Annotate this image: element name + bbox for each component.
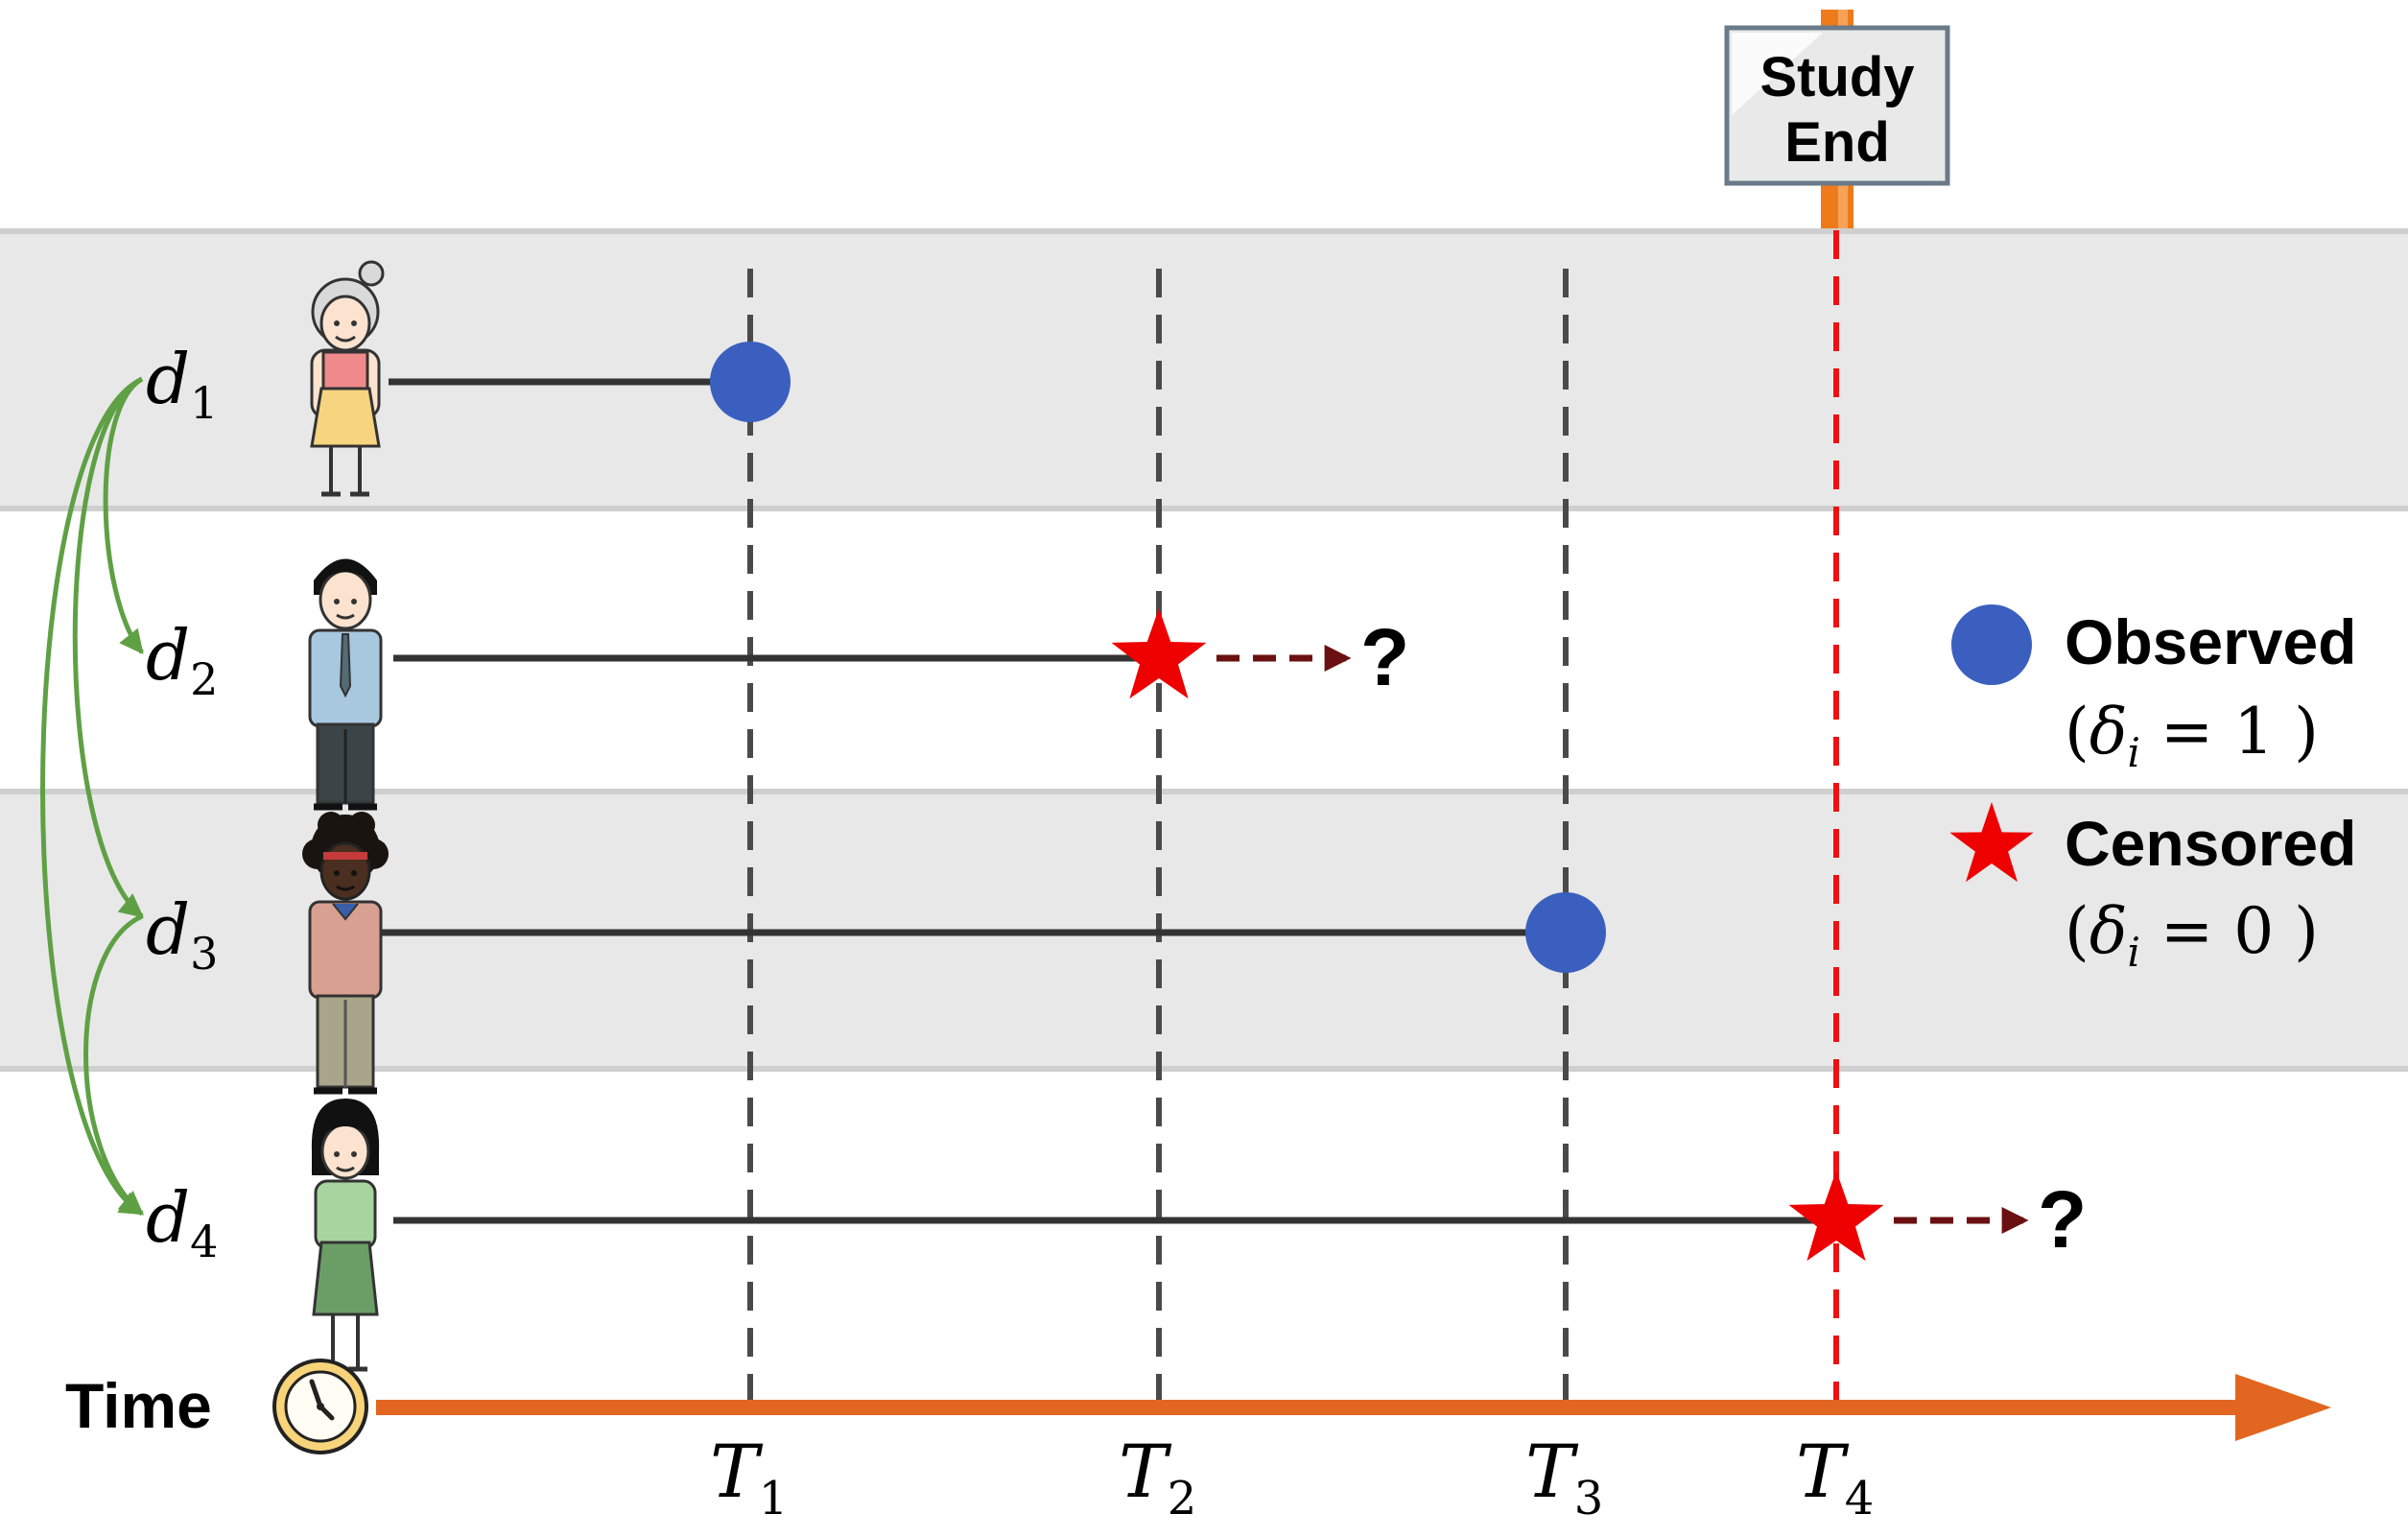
similarity-arrow-d1-d4 xyxy=(40,376,145,1217)
time-labels: T1 T2 T3 T4 xyxy=(710,1429,1874,1525)
subject-label: d4 xyxy=(146,1177,218,1267)
time-axis-label: Time xyxy=(65,1370,212,1441)
time-point-label: T2 xyxy=(1119,1429,1196,1525)
person-icon xyxy=(308,558,383,811)
similarity-arrows xyxy=(40,376,145,1217)
time-axis: Time xyxy=(65,1359,2331,1454)
legend-censored-marker xyxy=(1949,802,2034,883)
study-end-line2: End xyxy=(1784,111,1890,174)
subject-label: d1 xyxy=(146,339,218,429)
similarity-arrow-d1-d3 xyxy=(72,376,144,918)
legend-observed-marker xyxy=(1951,604,2032,685)
similarity-arrow-d3-d4 xyxy=(83,913,144,1216)
clock-icon xyxy=(272,1359,368,1454)
person-icon xyxy=(311,1099,380,1372)
legend-observed-label: Observed xyxy=(2065,606,2356,677)
censored-event-marker xyxy=(1788,1170,1884,1262)
study-end-sign: Study End xyxy=(1724,10,1950,228)
person-icon xyxy=(310,260,385,497)
row-band-1 xyxy=(0,230,2408,508)
time-axis-arrowhead xyxy=(2235,1374,2331,1441)
observed-event-marker xyxy=(710,342,791,422)
legend: Observed (δi = 1 ) Censored (δi = 0 ) xyxy=(1949,604,2356,976)
study-end-board-shine xyxy=(1732,33,1823,115)
legend-censored-condition: (δi = 0 ) xyxy=(2065,894,2319,976)
unknown-outcome-mark: ? xyxy=(1360,612,1409,702)
observed-event-marker xyxy=(1525,892,1606,973)
legend-censored-label: Censored xyxy=(2065,808,2356,879)
unknown-outcome-mark: ? xyxy=(2038,1174,2087,1265)
legend-observed-condition: (δi = 1 ) xyxy=(2065,695,2319,776)
people xyxy=(302,260,389,1372)
time-point-label: T4 xyxy=(1796,1429,1874,1525)
censored-event-marker xyxy=(1111,608,1207,699)
study-end-line1: Study xyxy=(1759,46,1914,108)
subject-label: d3 xyxy=(146,889,218,980)
person-icon xyxy=(302,812,389,1095)
time-point-label: T3 xyxy=(1525,1429,1603,1525)
subject-timelines: ?? xyxy=(382,342,2087,1265)
similarity-arrow-d1-d2 xyxy=(103,376,144,654)
subject-labels: d1 d2 d3 d4 xyxy=(146,339,218,1267)
subject-label: d2 xyxy=(146,615,218,705)
time-point-label: T1 xyxy=(710,1429,788,1525)
